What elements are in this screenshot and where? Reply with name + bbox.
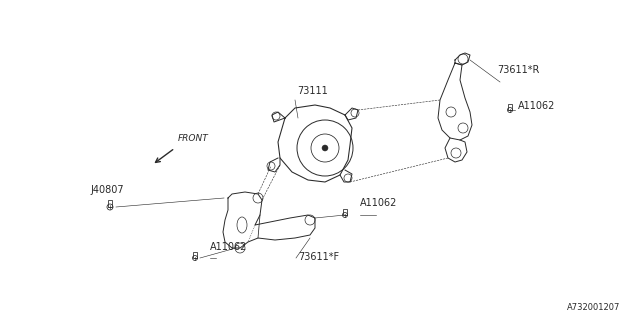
Text: A11062: A11062 — [210, 242, 248, 252]
Text: A732001207: A732001207 — [566, 303, 620, 312]
Text: FRONT: FRONT — [178, 134, 209, 143]
Bar — [193, 252, 197, 258]
Bar — [108, 200, 113, 207]
Bar — [343, 209, 347, 215]
Bar — [508, 104, 512, 110]
Circle shape — [322, 145, 328, 151]
Text: 73611*R: 73611*R — [497, 65, 540, 75]
Text: 73611*F: 73611*F — [298, 252, 339, 262]
Text: A11062: A11062 — [518, 101, 556, 111]
Text: A11062: A11062 — [360, 198, 397, 208]
Text: J40807: J40807 — [90, 185, 124, 195]
Text: 73111: 73111 — [297, 86, 328, 96]
